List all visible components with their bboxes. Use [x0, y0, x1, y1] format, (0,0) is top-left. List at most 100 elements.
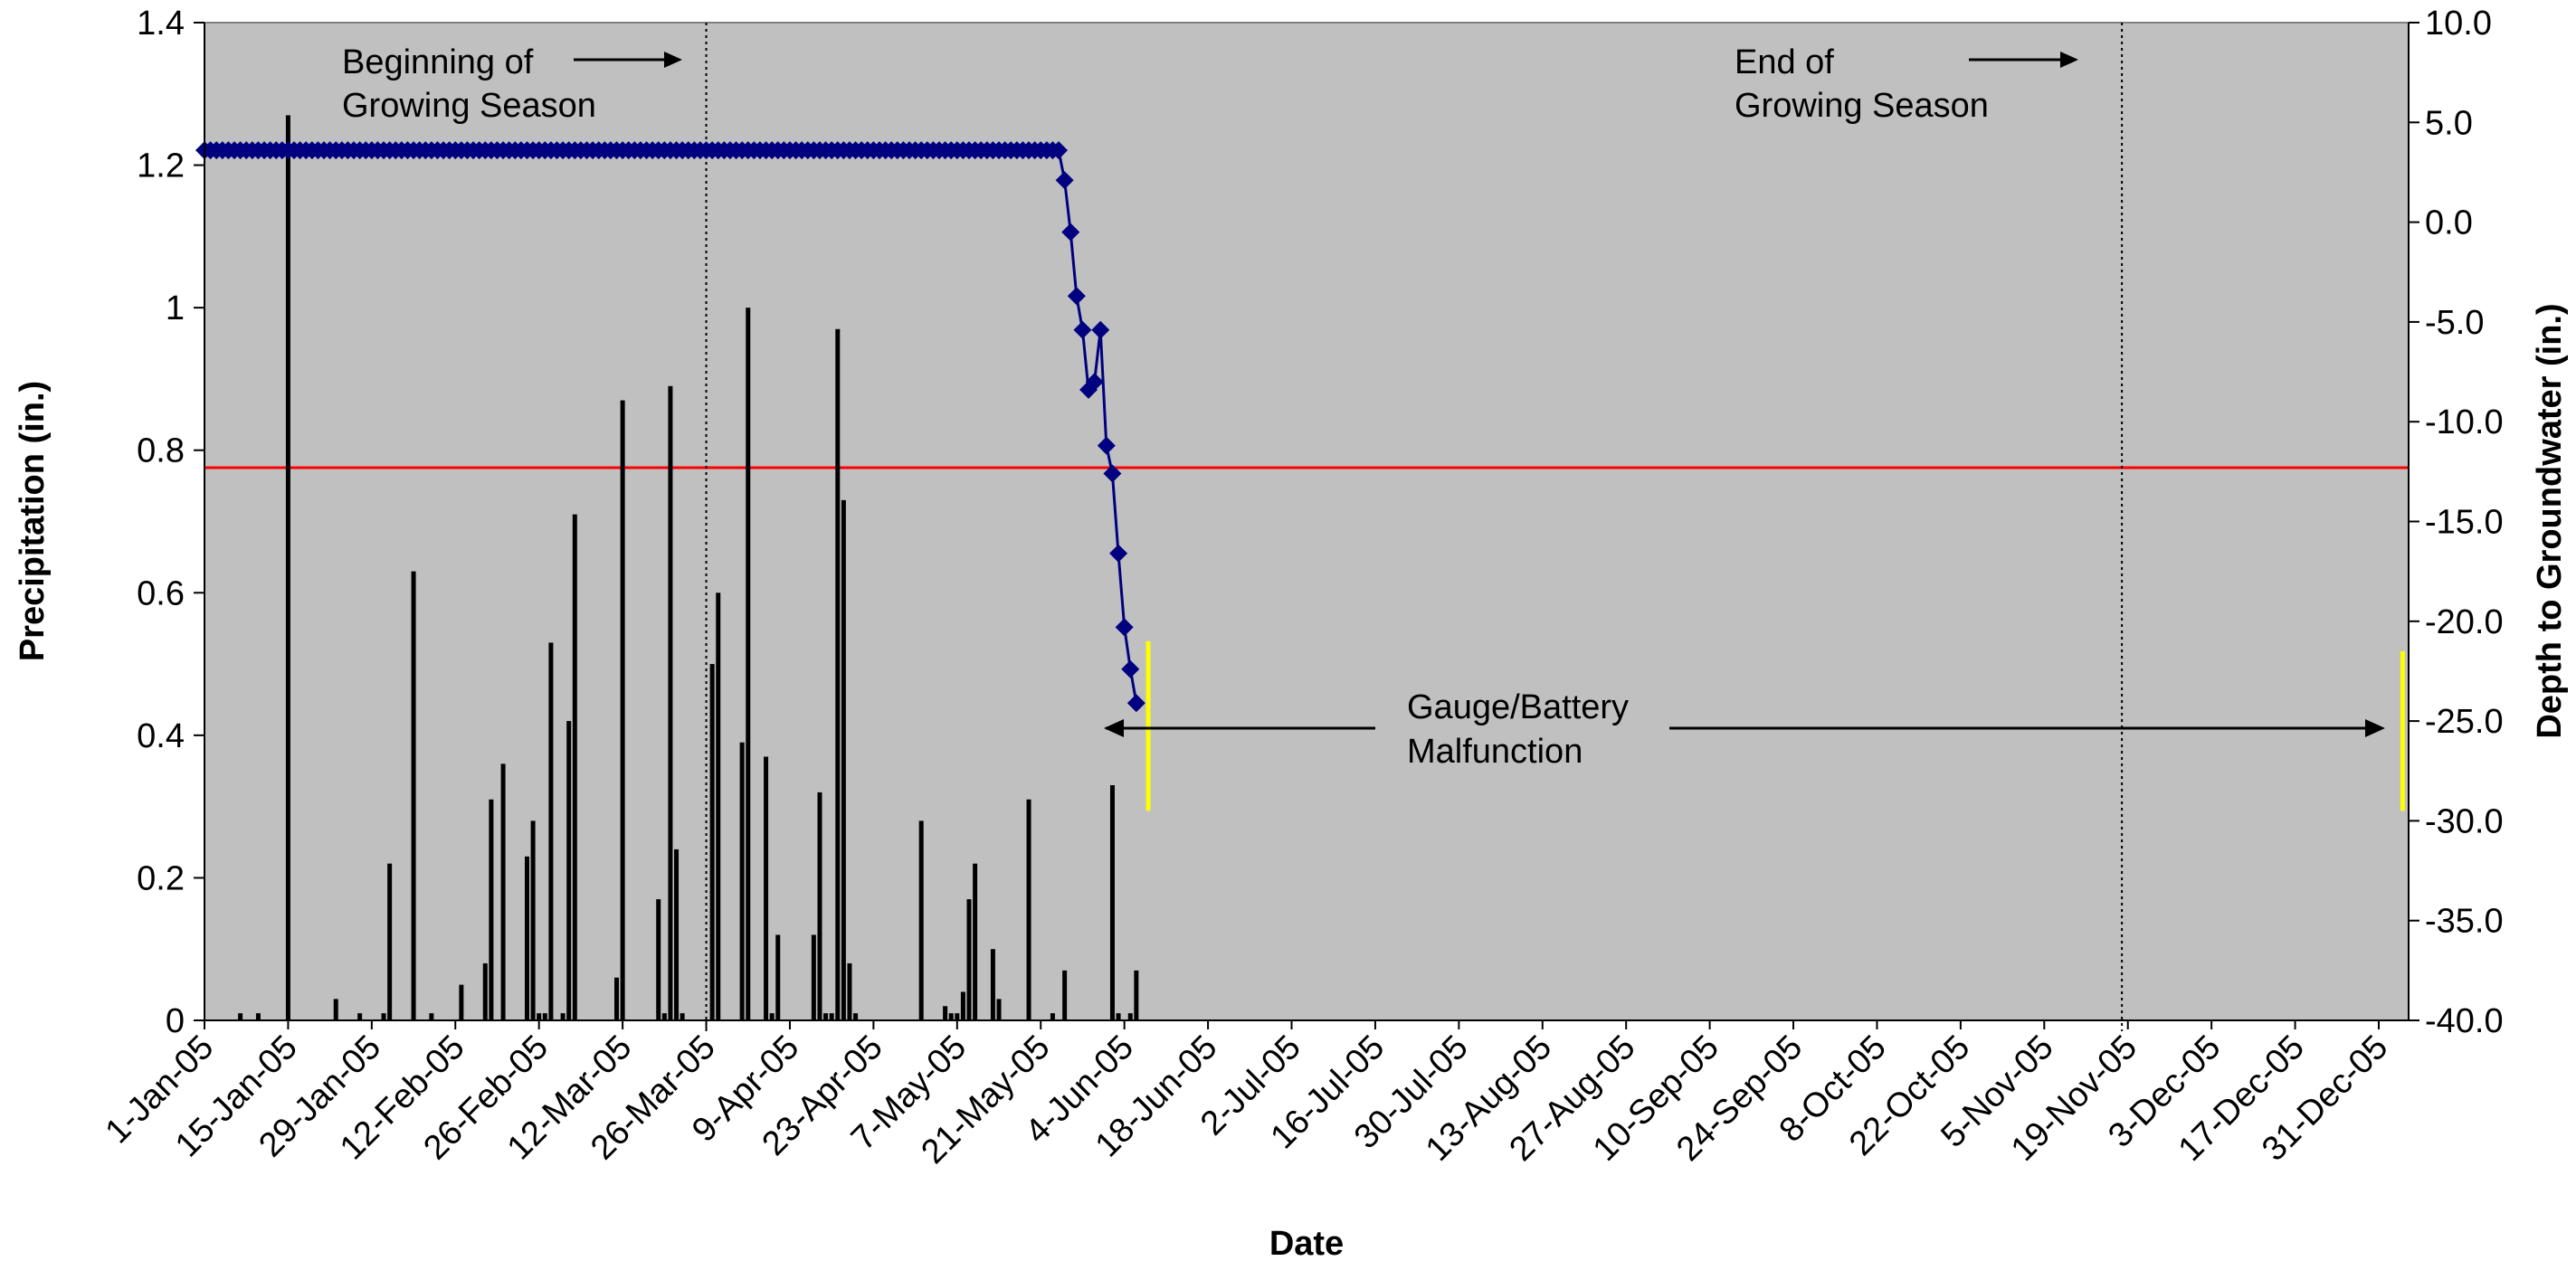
precipitation-bar [716, 593, 721, 1020]
precipitation-bar [542, 1013, 547, 1020]
precipitation-bar [1109, 785, 1115, 1020]
precipitation-bar [918, 820, 924, 1020]
precipitation-bar [1050, 1013, 1055, 1020]
precipitation-bar [1026, 799, 1031, 1020]
precipitation-bar [853, 1013, 859, 1020]
gauge-malfunction-label-line1: Gauge/Battery [1407, 688, 1629, 726]
groundwater-point [1050, 141, 1069, 160]
left-axis-ticks: 0 0.2 0.4 0.6 0.8 1 1.2 1.4 [137, 5, 204, 1040]
precipitation-bar [996, 999, 1002, 1020]
precipitation-bar [560, 1013, 566, 1020]
right-tick-label: -20.0 [2425, 603, 2504, 641]
precipitation-bar [948, 1013, 954, 1020]
x-axis-title: Date [1269, 1225, 1344, 1261]
right-tick-label: -30.0 [2425, 802, 2504, 840]
precipitation-bar [709, 664, 715, 1020]
end-season-label-line2: Growing Season [1735, 87, 1989, 125]
groundwater-point [1115, 618, 1134, 637]
precipitation-bar [775, 934, 781, 1020]
precipitation-bar [381, 1013, 386, 1020]
precipitation-bar [829, 1013, 834, 1020]
precipitation-bar [548, 642, 554, 1020]
right-axis-title: Depth to Groundwater (in.) [2531, 303, 2569, 738]
plot-area [204, 22, 2410, 1021]
left-tick-label: 0.4 [137, 717, 185, 755]
malfunction-left-arrow [1104, 719, 1375, 737]
precipitation-bar [537, 1013, 542, 1020]
precipitation-bar [614, 977, 620, 1020]
groundwater-point [1061, 223, 1080, 242]
precipitation-bar [333, 999, 338, 1020]
end-season-label-line1: End of [1735, 43, 1834, 81]
groundwater-point [1103, 464, 1122, 483]
precipitation-bars [238, 115, 1139, 1021]
left-tick-label: 0 [166, 1002, 185, 1040]
precipitation-bar [841, 499, 846, 1020]
precipitation-bar [255, 1013, 261, 1020]
right-tick-label: -5.0 [2425, 304, 2484, 342]
right-tick-label: 10.0 [2425, 5, 2492, 43]
groundwater-point [1121, 659, 1140, 678]
end-season-arrow [1969, 52, 2078, 68]
left-tick-label: 0.6 [137, 574, 185, 612]
precipitation-bar [429, 1013, 434, 1020]
beginning-season-label-line2: Growing Season [342, 87, 596, 125]
precipitation-bar [817, 792, 822, 1020]
precipitation-bar [955, 1013, 960, 1020]
precipitation-bar [620, 400, 625, 1020]
left-tick-label: 1 [166, 289, 185, 327]
annotations: Beginning of Growing Season End of Growi… [342, 43, 2385, 771]
precipitation-bar [680, 1013, 685, 1020]
precipitation-bar [943, 1006, 948, 1020]
left-tick-label: 1.4 [137, 5, 185, 43]
right-axis-ticks: -40.0 -35.0 -30.0 -25.0 -20.0 -15.0 -10.0 -5.0 0… [2409, 5, 2504, 1040]
beginning-season-arrow [574, 52, 682, 68]
right-tick-label: -15.0 [2425, 504, 2504, 542]
groundwater-point [1109, 544, 1128, 563]
precipitation-bar [285, 115, 290, 1020]
groundwater-series [195, 141, 1145, 713]
precipitation-bar [530, 820, 536, 1020]
right-tick-label: -35.0 [2425, 903, 2504, 941]
precipitation-bar [1062, 970, 1068, 1020]
precipitation-bar [1127, 1013, 1133, 1020]
left-tick-label: 1.2 [137, 147, 185, 185]
left-axis-title: Precipitation (in.) [14, 381, 52, 661]
precipitation-bar [847, 962, 852, 1020]
precipitation-bar [357, 1013, 363, 1020]
precipitation-bar [482, 962, 488, 1020]
groundwater-point [1091, 320, 1110, 339]
right-tick-label: -25.0 [2425, 703, 2504, 741]
groundwater-point [1085, 373, 1104, 392]
right-tick-label: -10.0 [2425, 403, 2504, 441]
precipitation-bar [572, 514, 577, 1020]
precipitation-bar [674, 849, 680, 1020]
precipitation-bar [489, 799, 494, 1020]
precipitation-bar [661, 1013, 667, 1020]
precipitation-bar [960, 991, 965, 1020]
precipitation-bar [823, 1013, 829, 1020]
beginning-season-label-line1: Beginning of [342, 43, 534, 81]
precipitation-bar [739, 742, 745, 1020]
groundwater-point [1097, 436, 1116, 455]
left-tick-label: 0.8 [137, 432, 185, 470]
groundwater-point [1055, 171, 1074, 190]
malfunction-markers [1145, 640, 2405, 811]
right-tick-label: -40.0 [2425, 1002, 2504, 1040]
precipitation-bar [769, 1013, 775, 1020]
groundwater-point [1126, 694, 1145, 713]
malfunction-right-arrow [1669, 719, 2385, 737]
precipitation-bar [973, 863, 978, 1020]
precipitation-bar [990, 949, 995, 1020]
right-tick-label: 0.0 [2425, 204, 2473, 242]
precipitation-bar [500, 763, 506, 1020]
gauge-malfunction-label-line2: Malfunction [1407, 733, 1583, 771]
precipitation-bar [746, 308, 751, 1021]
right-tick-label: 5.0 [2425, 104, 2473, 142]
precipitation-bar [764, 756, 769, 1020]
precipitation-bar [668, 385, 673, 1020]
precipitation-bar [1134, 970, 1139, 1020]
precipitation-bar [1116, 1013, 1121, 1020]
precipitation-bar [835, 328, 841, 1020]
